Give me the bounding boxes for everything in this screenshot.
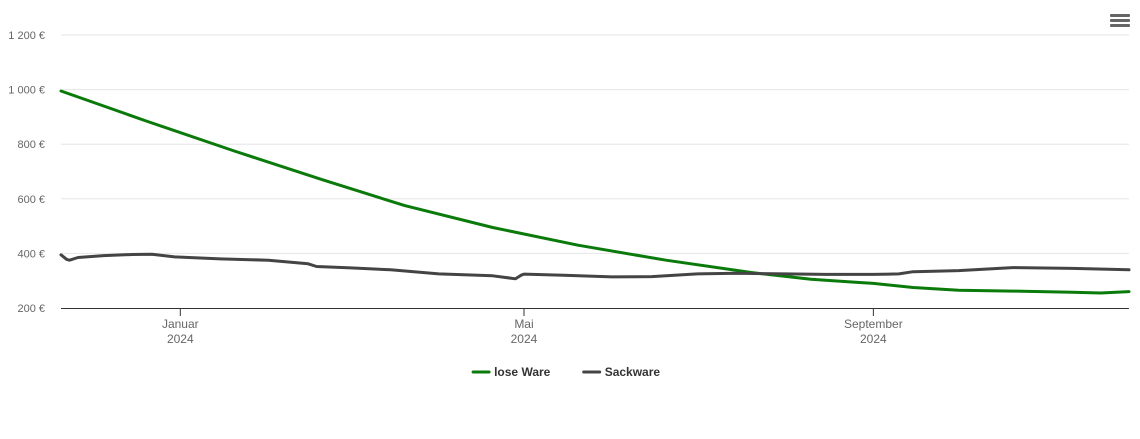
- legend-item[interactable]: Sackware: [582, 365, 661, 379]
- y-axis: 200 € 400 € 600 € 800 € 1 000 € 1 200 €: [8, 30, 45, 315]
- legend[interactable]: lose Ware Sackware: [471, 365, 661, 379]
- y-tick-label: 800 €: [17, 139, 45, 151]
- series-line: [59, 89, 1131, 295]
- grid-lines: [61, 34, 1129, 254]
- legend-item[interactable]: lose Ware: [471, 365, 551, 379]
- series-lines: [59, 89, 1131, 295]
- y-tick-label: 1 000 €: [8, 85, 45, 97]
- x-tick-label: Januar: [162, 317, 199, 331]
- y-tick-label: 600 €: [17, 194, 45, 206]
- y-tick-label: 200 €: [17, 303, 45, 315]
- legend-label: Sackware: [605, 365, 661, 379]
- x-tick-sublabel: 2024: [860, 332, 887, 346]
- x-tick-sublabel: 2024: [167, 332, 194, 346]
- y-tick-label: 400 €: [17, 248, 45, 260]
- x-tick-sublabel: 2024: [511, 332, 538, 346]
- context-menu-icon[interactable]: [1110, 12, 1130, 30]
- y-tick-label: 1 200 €: [8, 30, 45, 42]
- x-tick-label: September: [844, 317, 903, 331]
- series-line: [59, 252, 1131, 281]
- legend-label: lose Ware: [494, 365, 551, 379]
- x-tick-label: Mai: [514, 317, 533, 331]
